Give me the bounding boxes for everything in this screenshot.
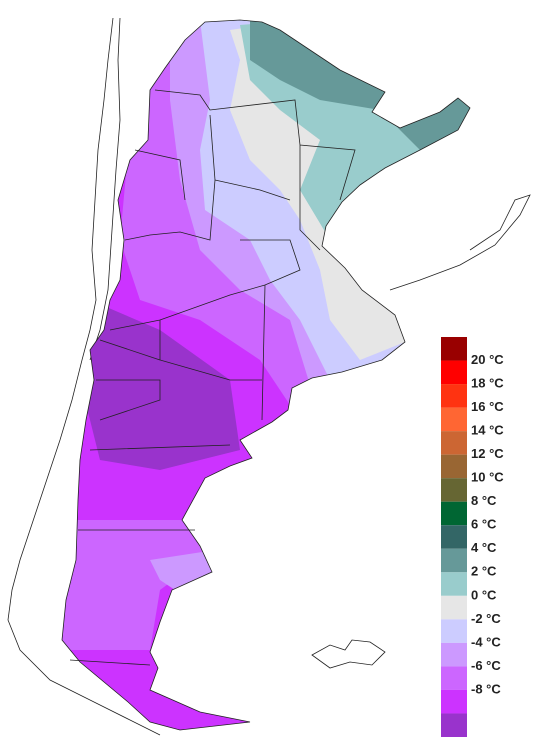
legend-swatch bbox=[441, 478, 467, 502]
legend-swatch bbox=[441, 360, 467, 385]
legend-label: 12 °C bbox=[471, 446, 504, 461]
legend-swatch bbox=[441, 689, 467, 714]
legend-label: 18 °C bbox=[471, 375, 504, 390]
chile-coast bbox=[7, 17, 161, 736]
legend-label: -2 °C bbox=[471, 611, 501, 626]
legend: 20 °C 18 °C 16 °C 14 °C 12 °C 10 °C 8 °C 6 °C 4 … bbox=[441, 337, 504, 737]
argentina-outline bbox=[61, 19, 471, 731]
province-borders bbox=[69, 89, 356, 666]
falklands bbox=[311, 639, 386, 669]
legend-label: 2 °C bbox=[471, 564, 497, 579]
legend-swatch bbox=[441, 501, 467, 526]
legend-swatch bbox=[441, 548, 467, 573]
legend-swatch bbox=[441, 619, 467, 643]
legend-label: 20 °C bbox=[471, 352, 504, 367]
chile-border bbox=[89, 17, 121, 361]
legend-swatch bbox=[441, 572, 467, 596]
legend-swatch bbox=[441, 384, 467, 408]
legend-label: 8 °C bbox=[471, 493, 497, 508]
legend-swatch bbox=[441, 713, 467, 737]
legend-label: 16 °C bbox=[471, 399, 504, 414]
legend-swatch bbox=[441, 454, 467, 479]
legend-label: 14 °C bbox=[471, 423, 504, 438]
legend-label: -6 °C bbox=[471, 658, 501, 673]
legend-swatch bbox=[441, 595, 467, 620]
legend-swatch bbox=[441, 337, 467, 361]
legend-label: -4 °C bbox=[471, 634, 501, 649]
coast-east bbox=[389, 194, 531, 291]
legend-swatch bbox=[441, 666, 467, 690]
legend-swatch bbox=[441, 525, 467, 549]
legend-swatch bbox=[441, 407, 467, 432]
legend-label: -8 °C bbox=[471, 681, 501, 696]
legend-label: 0 °C bbox=[471, 587, 497, 602]
legend-label: 4 °C bbox=[471, 540, 497, 555]
legend-swatch bbox=[441, 642, 467, 667]
legend-label: 10 °C bbox=[471, 470, 504, 485]
legend-label: 6 °C bbox=[471, 517, 497, 532]
legend-swatch bbox=[441, 431, 467, 455]
